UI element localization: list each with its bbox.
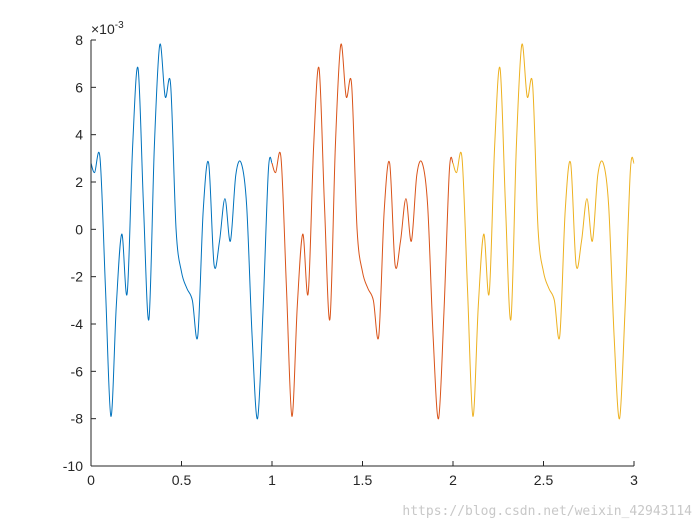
series-line-1: [90, 43, 273, 420]
y-tick-label: 6: [75, 79, 83, 95]
y-axis-multiplier: ×10: [91, 21, 115, 37]
x-tick-label: 1: [268, 472, 276, 488]
y-tick-label: -8: [71, 411, 84, 427]
y-tick-label: -10: [63, 458, 83, 474]
x-tick-label: 2: [449, 472, 457, 488]
y-tick-label: -6: [71, 363, 84, 379]
y-tick-label: 4: [75, 127, 83, 143]
series-line-2: [271, 43, 454, 420]
y-axis-exponent-label: ×10-3: [91, 20, 124, 37]
x-tick-label: 3: [630, 472, 638, 488]
y-axis-exponent: -3: [115, 20, 124, 31]
watermark: https://blog.csdn.net/weixin_42943114: [402, 504, 692, 519]
y-tick-label: -4: [71, 316, 84, 332]
axes: [90, 39, 635, 467]
y-tick-label: 8: [75, 32, 83, 48]
x-tick-label: 0.5: [172, 472, 192, 488]
x-tick-label: 0: [87, 472, 95, 488]
y-tick-label: -2: [71, 269, 84, 285]
y-tick-label: 0: [75, 221, 83, 237]
x-tick-label: 2.5: [534, 472, 554, 488]
y-tick-label: 2: [75, 174, 83, 190]
x-tick-label: 1.5: [353, 472, 373, 488]
series-line-3: [452, 43, 635, 420]
series-layer: [90, 43, 635, 420]
tick-labels: 0 0.5 1 1.5 2 2.5 3 -10 -8 -6 -4 -2 0 2 4 6 8: [63, 32, 638, 488]
